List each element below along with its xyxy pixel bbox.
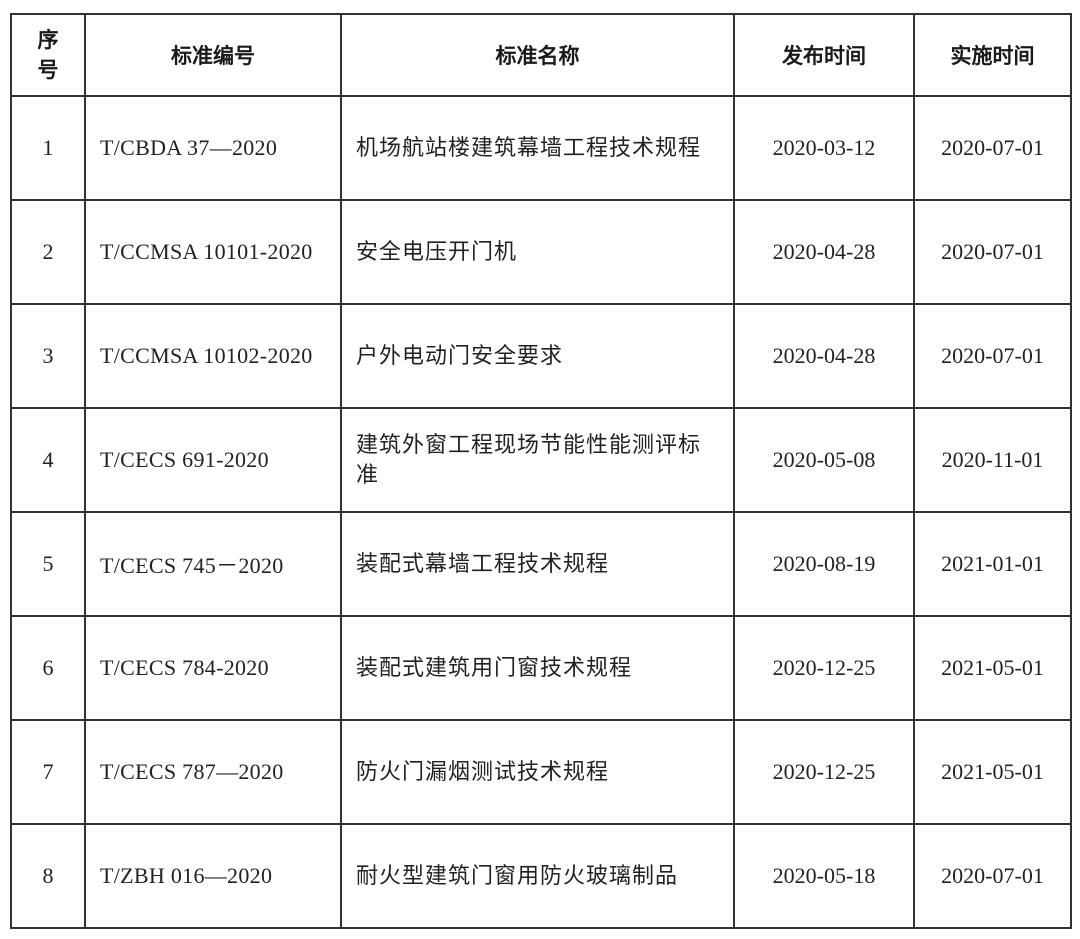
cell-name: 耐火型建筑门窗用防火玻璃制品 (340, 823, 735, 929)
cell-name: 防火门漏烟测试技术规程 (340, 719, 735, 825)
header-seq: 序 号 (10, 13, 86, 97)
cell-effective: 2021-01-01 (913, 511, 1072, 617)
cell-seq: 1 (10, 95, 86, 201)
table-row: 6 T/CECS 784-2020 装配式建筑用门窗技术规程 2020-12-25 20… (10, 615, 1072, 721)
cell-code: T/ZBH 016—2020 (84, 823, 342, 929)
cell-seq: 7 (10, 719, 86, 825)
cell-effective: 2020-07-01 (913, 303, 1072, 409)
standards-table: 序 号 标准编号 标准名称 发布时间 实施时间 1 T/CBDA 37—2020 机… (10, 13, 1072, 929)
table-row: 3 T/CCMSA 10102-2020 户外电动门安全要求 2020-04-28 20… (10, 303, 1072, 409)
cell-seq: 5 (10, 511, 86, 617)
header-row: 序 号 标准编号 标准名称 发布时间 实施时间 (10, 13, 1072, 97)
header-name: 标准名称 (340, 13, 735, 97)
cell-effective: 2020-07-01 (913, 823, 1072, 929)
table-row: 1 T/CBDA 37—2020 机场航站楼建筑幕墙工程技术规程 2020-03-12… (10, 95, 1072, 201)
cell-seq: 8 (10, 823, 86, 929)
cell-seq: 4 (10, 407, 86, 513)
cell-published: 2020-12-25 (733, 719, 915, 825)
cell-code: T/CECS 787—2020 (84, 719, 342, 825)
cell-published: 2020-05-08 (733, 407, 915, 513)
cell-published: 2020-04-28 (733, 199, 915, 305)
header-published: 发布时间 (733, 13, 915, 97)
cell-effective: 2020-07-01 (913, 95, 1072, 201)
cell-published: 2020-04-28 (733, 303, 915, 409)
cell-seq: 2 (10, 199, 86, 305)
table-row: 4 T/CECS 691-2020 建筑外窗工程现场节能性能测评标准 2020-05-… (10, 407, 1072, 513)
cell-code: T/CECS 784-2020 (84, 615, 342, 721)
cell-name: 户外电动门安全要求 (340, 303, 735, 409)
cell-effective: 2020-11-01 (913, 407, 1072, 513)
cell-name: 装配式幕墙工程技术规程 (340, 511, 735, 617)
cell-code: T/CCMSA 10102-2020 (84, 303, 342, 409)
cell-published: 2020-12-25 (733, 615, 915, 721)
table-row: 7 T/CECS 787—2020 防火门漏烟测试技术规程 2020-12-25 202… (10, 719, 1072, 825)
table-row: 5 T/CECS 745－2020 装配式幕墙工程技术规程 2020-08-19 202… (10, 511, 1072, 617)
cell-effective: 2020-07-01 (913, 199, 1072, 305)
header-effective: 实施时间 (913, 13, 1072, 97)
header-code: 标准编号 (84, 13, 342, 97)
cell-name: 安全电压开门机 (340, 199, 735, 305)
table-row: 8 T/ZBH 016—2020 耐火型建筑门窗用防火玻璃制品 2020-05-18 2… (10, 823, 1072, 929)
cell-published: 2020-05-18 (733, 823, 915, 929)
cell-name: 建筑外窗工程现场节能性能测评标准 (340, 407, 735, 513)
table-row: 2 T/CCMSA 10101-2020 安全电压开门机 2020-04-28 2020… (10, 199, 1072, 305)
cell-published: 2020-03-12 (733, 95, 915, 201)
cell-code: T/CCMSA 10101-2020 (84, 199, 342, 305)
cell-code: T/CBDA 37—2020 (84, 95, 342, 201)
cell-seq: 6 (10, 615, 86, 721)
cell-effective: 2021-05-01 (913, 615, 1072, 721)
cell-name: 装配式建筑用门窗技术规程 (340, 615, 735, 721)
cell-published: 2020-08-19 (733, 511, 915, 617)
cell-effective: 2021-05-01 (913, 719, 1072, 825)
cell-code: T/CECS 745－2020 (84, 511, 342, 617)
cell-code: T/CECS 691-2020 (84, 407, 342, 513)
cell-name: 机场航站楼建筑幕墙工程技术规程 (340, 95, 735, 201)
cell-seq: 3 (10, 303, 86, 409)
